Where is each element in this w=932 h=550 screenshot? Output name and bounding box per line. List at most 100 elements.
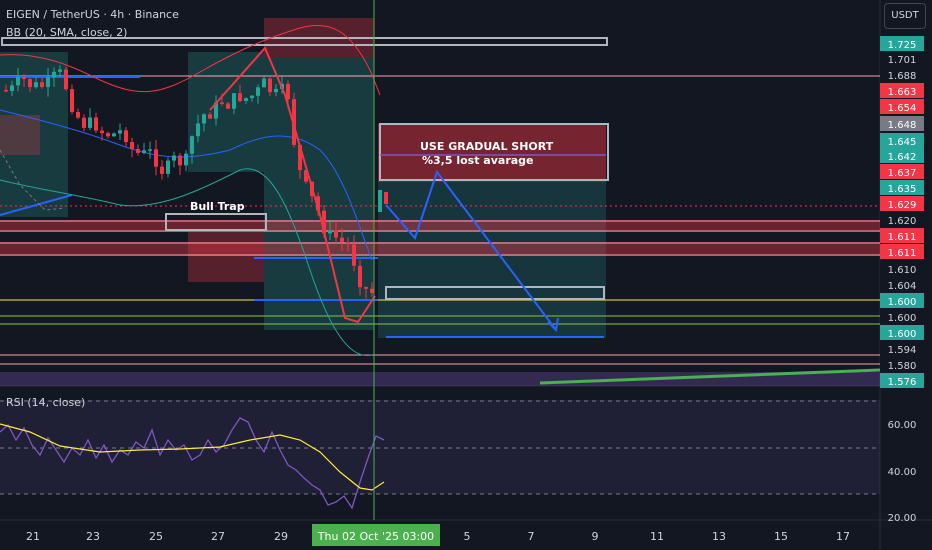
candle-body	[22, 76, 26, 80]
candle-body	[154, 149, 158, 167]
price-label	[880, 99, 924, 114]
candle-body	[298, 145, 302, 171]
price-label	[880, 341, 924, 356]
candle-body	[148, 149, 152, 151]
price-label-text: 1.600	[888, 313, 917, 324]
candle-body	[378, 190, 382, 212]
time-tick-label: 13	[712, 530, 726, 543]
price-label-text: 1.648	[888, 120, 917, 131]
candle-body	[10, 85, 14, 92]
candle-body	[16, 76, 20, 86]
time-tick-label: 29	[274, 530, 288, 543]
candle-body	[358, 265, 362, 288]
pattern-drawings	[0, 46, 559, 333]
candle-body	[262, 78, 266, 88]
price-label-text: 1.600	[888, 329, 917, 340]
time-tick-label: 21	[26, 530, 40, 543]
currency-button[interactable]: USDT	[884, 3, 926, 29]
candle-body	[118, 130, 122, 134]
candle-body	[202, 114, 206, 124]
price-label-text: 1.620	[888, 216, 917, 227]
candle-body	[28, 79, 32, 88]
candle-body	[136, 148, 140, 153]
rsi-axis: 60.00 40.00 20.00	[888, 420, 917, 524]
candle-body	[52, 71, 56, 78]
crosshair-time-badge	[312, 524, 440, 546]
time-tick-label: 27	[211, 530, 225, 543]
price-label	[880, 116, 924, 131]
candle-body	[340, 237, 344, 243]
price-label	[880, 228, 924, 243]
price-label	[880, 51, 924, 66]
price-label-text: 1.642	[888, 152, 917, 163]
price-label	[880, 357, 924, 372]
candle-body	[384, 192, 388, 204]
price-label-text: 1.645	[888, 137, 917, 148]
candle-body	[250, 95, 254, 99]
price-label-text: 1.594	[888, 345, 917, 356]
price-label	[880, 212, 924, 227]
symbol-title[interactable]: EIGEN / TetherUS · 4h · Binance	[6, 8, 179, 21]
price-label	[880, 148, 924, 163]
time-tick-label: 5	[464, 530, 471, 543]
price-label	[880, 261, 924, 276]
rsi-pane	[0, 400, 880, 510]
price-label-text: 1.725	[888, 40, 917, 51]
candle-body	[178, 155, 182, 166]
candle-body	[46, 77, 50, 87]
short-subtitle-label: %3,5 lost avarage	[422, 154, 534, 167]
candle-body	[124, 130, 128, 143]
horizontal-levels	[0, 37, 881, 385]
candle-body	[142, 150, 146, 153]
candle-body	[40, 82, 44, 87]
candle-body	[316, 196, 320, 211]
candle-body	[328, 230, 332, 234]
candle-body	[274, 88, 278, 93]
candle-body	[322, 210, 326, 234]
price-label	[880, 373, 924, 388]
price-label	[880, 83, 924, 98]
candle-body	[232, 93, 236, 109]
price-label-text: 1.635	[888, 184, 917, 195]
candle-body	[166, 160, 170, 174]
price-label-text: 1.580	[888, 361, 917, 372]
price-label-text: 1.600	[888, 297, 917, 308]
price-label	[880, 67, 924, 82]
candle-body	[184, 153, 188, 166]
candle-body	[76, 111, 80, 118]
time-tick-label: 7	[528, 530, 535, 543]
bb-indicator-label[interactable]: BB (20, SMA, close, 2)	[6, 26, 128, 39]
rsi-indicator-label[interactable]: RSI (14, close)	[6, 396, 86, 409]
candle-body	[100, 130, 104, 134]
price-axis[interactable]: 1.725 1.701 1.688 1.663 1.654 1.648 1.645 1.642…	[880, 36, 924, 388]
candle-body	[238, 93, 242, 101]
price-label-text: 1.576	[888, 377, 917, 388]
price-label	[880, 325, 924, 340]
candles	[4, 65, 388, 299]
price-label	[880, 164, 924, 179]
candle-body	[64, 69, 68, 90]
candle-body	[268, 78, 272, 93]
candle-body	[34, 82, 38, 88]
rsi-tick-label: 60.00	[888, 420, 917, 431]
price-label-text: 1.629	[888, 200, 917, 211]
price-label-text: 1.610	[888, 265, 917, 276]
price-label	[880, 180, 924, 195]
candle-body	[190, 136, 194, 154]
time-tick-label: 9	[592, 530, 599, 543]
rsi-tick-label: 20.00	[888, 513, 917, 524]
price-label	[880, 244, 924, 259]
candle-body	[346, 242, 350, 245]
price-label-text: 1.701	[888, 55, 917, 66]
price-label-text: 1.663	[888, 87, 917, 98]
price-label-text: 1.604	[888, 281, 917, 292]
candle-body	[214, 102, 218, 119]
candle-body	[256, 87, 260, 96]
time-axis[interactable]: 21 23 25 27 29 5 7 9 11 13 15 17 Thu 02 Oct '25 03:0…	[26, 524, 850, 546]
candle-body	[226, 103, 230, 109]
candle-body	[352, 244, 356, 266]
time-tick-label: 23	[86, 530, 100, 543]
time-tick-label: 25	[149, 530, 163, 543]
candle-body	[292, 99, 296, 146]
